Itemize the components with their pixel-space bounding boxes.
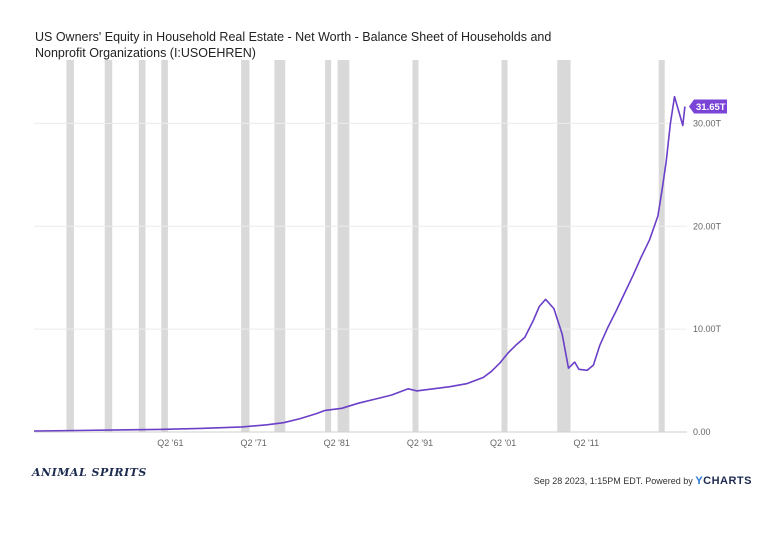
animal-spirits-logo: ANIMAL SPIRITS [32,466,147,479]
ycharts-logo[interactable]: YCHARTS [695,475,752,487]
recession-band-9 [501,60,508,432]
x-tick-label-5: Q2 '11 [574,438,600,448]
footer-credit: Sep 28 2023, 1:15PM EDT. Powered by YCHA… [534,475,752,487]
y-tick-label-3: 30.00T [693,118,722,128]
recession-band-6 [325,60,332,432]
recession-band-7 [337,60,350,432]
recession-band-8 [412,60,419,432]
line-chart: 0.00 10.00T 20.00T 30.00T Q2 '61 Q2 '71 Q2 '81… [33,60,727,448]
recession-band-0 [66,60,74,432]
recession-band-4 [241,60,250,432]
chart-frame: 0.00 10.00T 20.00T 30.00T Q2 '61 Q2 '71 Q2 '81… [22,20,762,490]
recession-band-10 [557,60,571,432]
recession-band-1 [104,60,113,432]
recession-band-5 [274,60,286,432]
recession-band-11 [658,60,665,432]
last-value-label: 31.65T [696,102,726,113]
last-value-badge [689,99,727,114]
series-line-0 [33,95,686,432]
y-tick-label-2: 20.00T [693,221,722,231]
ycharts-logo-y: Y [695,475,704,487]
x-tick-label-3: Q2 '91 [407,438,433,448]
y-tick-label-1: 10.00T [693,324,722,334]
x-tick-label-1: Q2 '71 [240,438,266,448]
ycharts-logo-rest: CHARTS [703,475,752,487]
timestamp: Sep 28 2023, 1:15PM EDT. Powered by [533,476,693,486]
recession-band-2 [138,60,146,432]
x-tick-label-4: Q2 '01 [490,438,516,448]
recession-band-3 [161,60,168,432]
x-tick-label-0: Q2 '61 [157,438,183,448]
x-tick-label-2: Q2 '81 [324,438,350,448]
y-tick-label-0: 0.00 [693,427,711,437]
chart-title: US Owners' Equity in Household Real Esta… [35,30,552,60]
